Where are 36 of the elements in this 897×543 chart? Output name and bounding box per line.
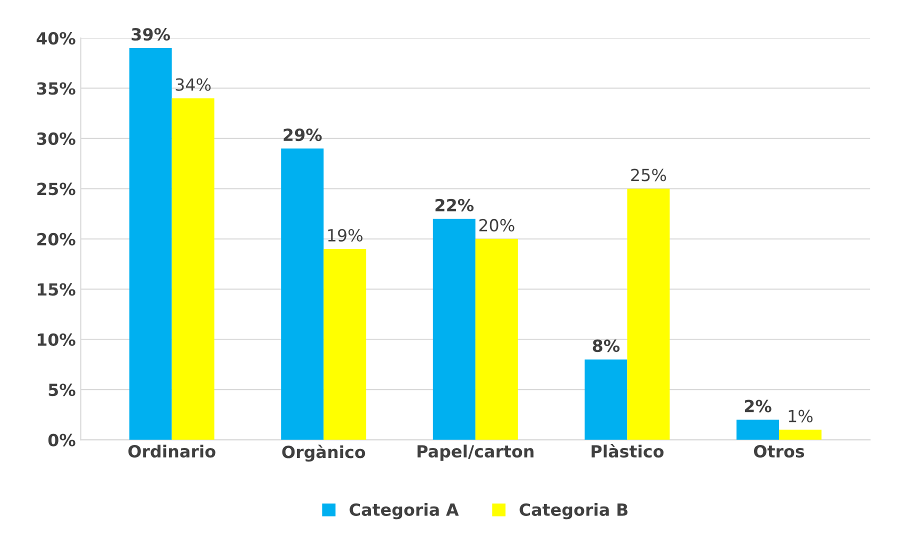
x-tick-label: Papel/carton (418, 444, 534, 461)
bar (779, 430, 822, 440)
data-label: 39% (132, 28, 170, 41)
x-tick-label: Otros (754, 444, 804, 458)
data-label: 34% (176, 78, 211, 91)
y-tick-label: 25% (37, 182, 76, 196)
data-label: 8% (592, 339, 620, 352)
data-label: 20% (479, 218, 514, 232)
bar (129, 48, 172, 440)
y-tick-label: 0% (48, 434, 76, 446)
legend-label: Categoria B (520, 503, 628, 520)
x-tick-label: Orgànico (282, 444, 366, 462)
legend-label: Categoria A (350, 503, 459, 520)
y-tick-label: 15% (38, 283, 76, 296)
data-label: 2% (744, 400, 772, 412)
bar (432, 218, 476, 440)
y-tick-label: 40% (36, 32, 76, 45)
y-tick-label: 5% (48, 384, 76, 396)
y-tick-label: 20% (37, 232, 76, 246)
bar (584, 359, 628, 440)
data-label: 1% (788, 410, 813, 422)
y-tick-label: 35% (37, 82, 76, 95)
bar (475, 238, 518, 440)
bar (324, 248, 366, 440)
y-tick-label: 10% (38, 333, 76, 346)
bar (736, 420, 780, 440)
data-label: 25% (631, 168, 666, 182)
x-tick-label: Plàstico (592, 444, 664, 458)
bar (281, 148, 324, 440)
bar (172, 98, 214, 440)
data-label: 22% (436, 198, 474, 212)
data-label: 29% (284, 128, 322, 142)
data-label: 19% (328, 228, 362, 242)
bar (627, 188, 670, 440)
y-tick-label: 30% (37, 132, 76, 146)
x-tick-label: Ordinario (128, 444, 216, 458)
